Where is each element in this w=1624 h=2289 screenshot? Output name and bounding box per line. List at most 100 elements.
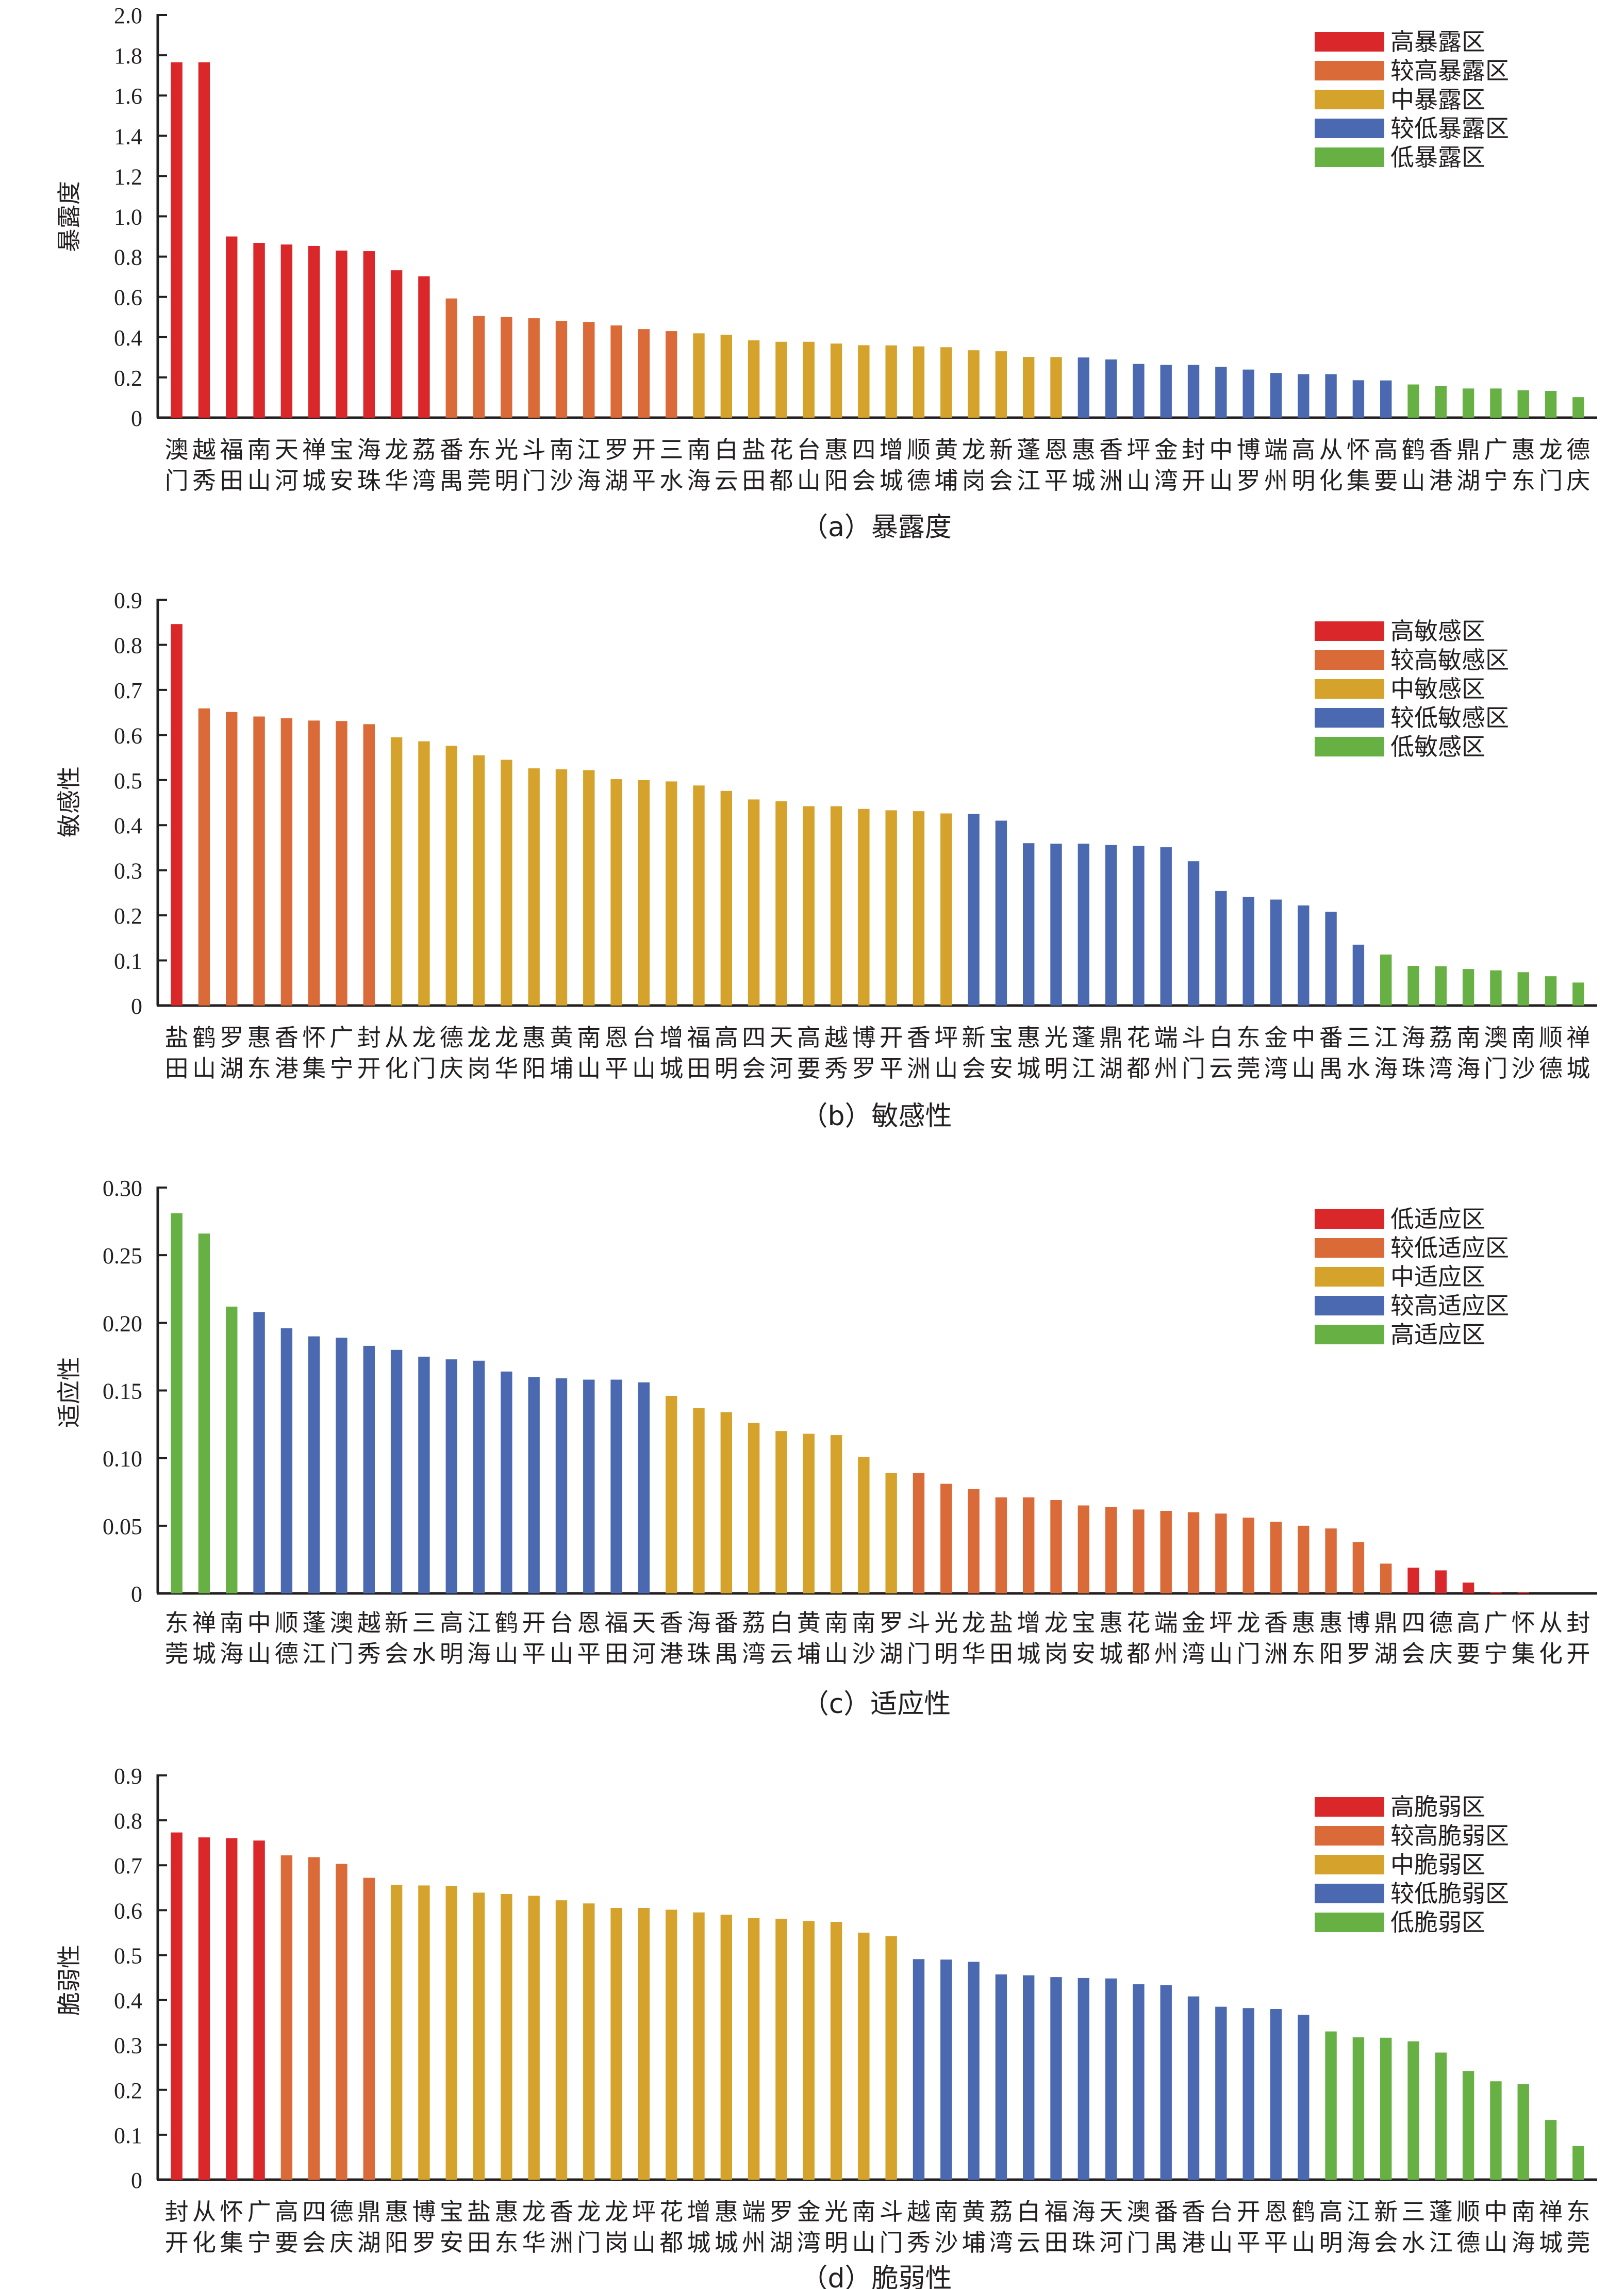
x-tick-label: 城 — [880, 467, 903, 495]
bar-龙岗 — [473, 755, 485, 1006]
x-tick-label: 鼎 — [1456, 436, 1480, 464]
x-tick-label: 埔 — [550, 1055, 573, 1082]
x-tick-label: 黄 — [934, 436, 958, 464]
x-tick-label: 花 — [1126, 1024, 1150, 1051]
x-tick-label: 东 — [165, 1609, 189, 1637]
x-tick-label: 城 — [1099, 1640, 1123, 1668]
x-tick-label: 海 — [1402, 1024, 1426, 1051]
bar-端州 — [1160, 847, 1172, 1006]
bar-广宁 — [1490, 388, 1502, 418]
x-tick-label: 城 — [659, 1055, 683, 1082]
x-tick-label: 南 — [1512, 2198, 1535, 2226]
bar-江海 — [1380, 954, 1392, 1006]
x-tick-label: 花 — [1126, 1609, 1150, 1637]
bar-南山 — [253, 243, 265, 418]
x-tick-label: 湾 — [742, 1640, 766, 1668]
x-tick-label: 会 — [962, 1055, 986, 1082]
x-tick-label: 惠 — [385, 2198, 408, 2226]
bar-台山 — [555, 1378, 568, 1593]
bar-新会 — [968, 814, 980, 1006]
x-tick-label: 云 — [1209, 1055, 1233, 1082]
bar-博罗 — [418, 1885, 430, 2180]
x-tick-label: 门 — [1539, 467, 1563, 495]
x-tick-label: 湖 — [1456, 467, 1480, 495]
x-tick-label: 顺 — [275, 1609, 299, 1637]
x-tick-label: 光 — [494, 436, 518, 464]
bar-宝安 — [1078, 1505, 1090, 1593]
x-tick-label: 博 — [852, 1024, 875, 1051]
x-tick-label: 香 — [550, 2198, 573, 2226]
bar-高明 — [720, 791, 733, 1006]
x-tick-label: 三 — [659, 436, 683, 464]
x-tick-label: 宁 — [1484, 1640, 1507, 1668]
x-tick-label: 江 — [1429, 2229, 1453, 2257]
x-tick-label: 宁 — [247, 2229, 271, 2257]
x-tick-label: 荔 — [412, 436, 436, 464]
x-tick-label: 海 — [1072, 2198, 1096, 2226]
x-tick-label: 开 — [165, 2229, 189, 2257]
bar-封开 — [1187, 365, 1200, 418]
bar-龙岗 — [1050, 1500, 1062, 1593]
x-tick-label: 江 — [1017, 467, 1040, 495]
bar-新会 — [390, 1349, 403, 1593]
bar-龙华 — [528, 1896, 540, 2180]
x-tick-label: 福 — [1045, 2198, 1068, 2226]
x-tick-label: 澳 — [1484, 1024, 1507, 1051]
x-tick-label: 蓬 — [1017, 436, 1040, 464]
legend-swatch — [1315, 1913, 1384, 1932]
y-tick-label: 0.8 — [114, 245, 142, 270]
x-tick-label: 海 — [687, 1609, 711, 1637]
x-tick-label: 白 — [1017, 2198, 1040, 2226]
x-tick-label: 秀 — [357, 1640, 381, 1668]
legend-label: 高敏感区 — [1390, 617, 1485, 645]
x-tick-label: 平 — [880, 1055, 903, 1082]
x-tick-label: 化 — [385, 1055, 408, 1082]
x-tick-label: 罗 — [1347, 1640, 1370, 1668]
x-tick-label: 宝 — [440, 2198, 463, 2226]
x-tick-label: 山 — [1402, 467, 1426, 495]
x-tick-label: 东 — [1291, 1640, 1315, 1668]
x-tick-label: 坪 — [1126, 436, 1150, 464]
x-tick-label: 香 — [907, 1024, 931, 1051]
legend-label: 中暴露区 — [1390, 86, 1485, 113]
x-tick-label: 增 — [880, 436, 903, 464]
x-tick-label: 山 — [797, 467, 821, 495]
x-tick-label: 新 — [989, 436, 1013, 464]
bar-澳门 — [1490, 970, 1502, 1006]
x-tick-label: 顺 — [907, 436, 931, 464]
bar-南沙 — [858, 1457, 870, 1593]
x-tick-label: 博 — [1237, 436, 1261, 464]
x-tick-label: 宁 — [1484, 467, 1507, 495]
bar-台山 — [803, 341, 815, 418]
y-tick-label: 0.15 — [103, 1379, 142, 1404]
bar-惠阳 — [830, 343, 842, 418]
x-tick-label: 天 — [1099, 2198, 1123, 2226]
x-tick-label: 高 — [1319, 2198, 1343, 2226]
x-tick-label: 湖 — [357, 2229, 381, 2257]
legend-label: 较高脆弱区 — [1390, 1822, 1509, 1850]
bar-从化 — [198, 1837, 210, 2180]
bar-白云 — [1022, 1975, 1035, 2180]
y-tick-label: 0 — [131, 2168, 142, 2193]
x-tick-label: 盐 — [742, 436, 766, 464]
x-tick-label: 州 — [1264, 467, 1288, 495]
legend-swatch — [1315, 32, 1384, 52]
bar-封开 — [363, 724, 375, 1006]
x-tick-label: 平 — [522, 1640, 546, 1668]
x-tick-label: 平 — [605, 1055, 628, 1082]
x-tick-label: 蓬 — [1072, 1024, 1096, 1051]
x-tick-label: 门 — [412, 1055, 436, 1082]
bar-宝安 — [445, 1886, 457, 2180]
x-tick-label: 宝 — [330, 436, 354, 464]
x-tick-label: 江 — [1374, 1024, 1398, 1051]
bar-禅城 — [198, 1233, 210, 1593]
x-tick-label: 斗 — [522, 436, 546, 464]
legend-swatch — [1315, 1267, 1384, 1287]
x-tick-label: 荔 — [1429, 1024, 1453, 1051]
x-tick-label: 明 — [934, 1640, 958, 1668]
x-tick-label: 德 — [907, 467, 931, 495]
bar-白云 — [720, 335, 733, 418]
x-tick-label: 鹤 — [1402, 436, 1426, 464]
y-tick-label: 0.25 — [103, 1243, 142, 1269]
x-tick-label: 广 — [1484, 1609, 1507, 1637]
